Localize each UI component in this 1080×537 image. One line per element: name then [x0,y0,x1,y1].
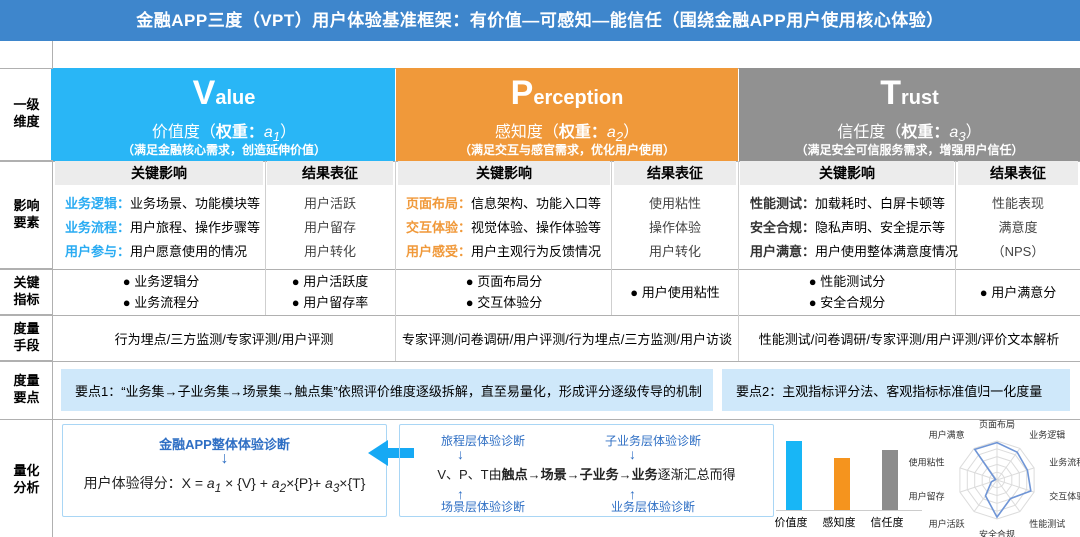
svg-text:页面布局: 页面布局 [979,418,1015,429]
svg-text:安全合规: 安全合规 [979,528,1015,537]
svg-text:使用粘性: 使用粘性 [909,456,945,467]
svg-text:用户满意: 用户满意 [929,429,965,440]
svg-text:用户留存: 用户留存 [909,490,945,501]
svg-text:业务逻辑: 业务逻辑 [1029,429,1065,440]
svg-text:交互体验: 交互体验 [1049,490,1080,501]
svg-text:业务流程: 业务流程 [1049,456,1080,467]
svg-text:用户活跃: 用户活跃 [929,518,965,529]
svg-text:性能测试: 性能测试 [1029,518,1065,529]
